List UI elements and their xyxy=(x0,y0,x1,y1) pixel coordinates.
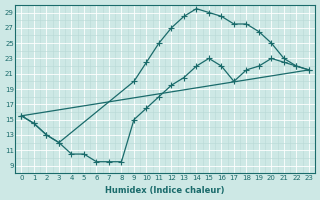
X-axis label: Humidex (Indice chaleur): Humidex (Indice chaleur) xyxy=(106,186,225,195)
